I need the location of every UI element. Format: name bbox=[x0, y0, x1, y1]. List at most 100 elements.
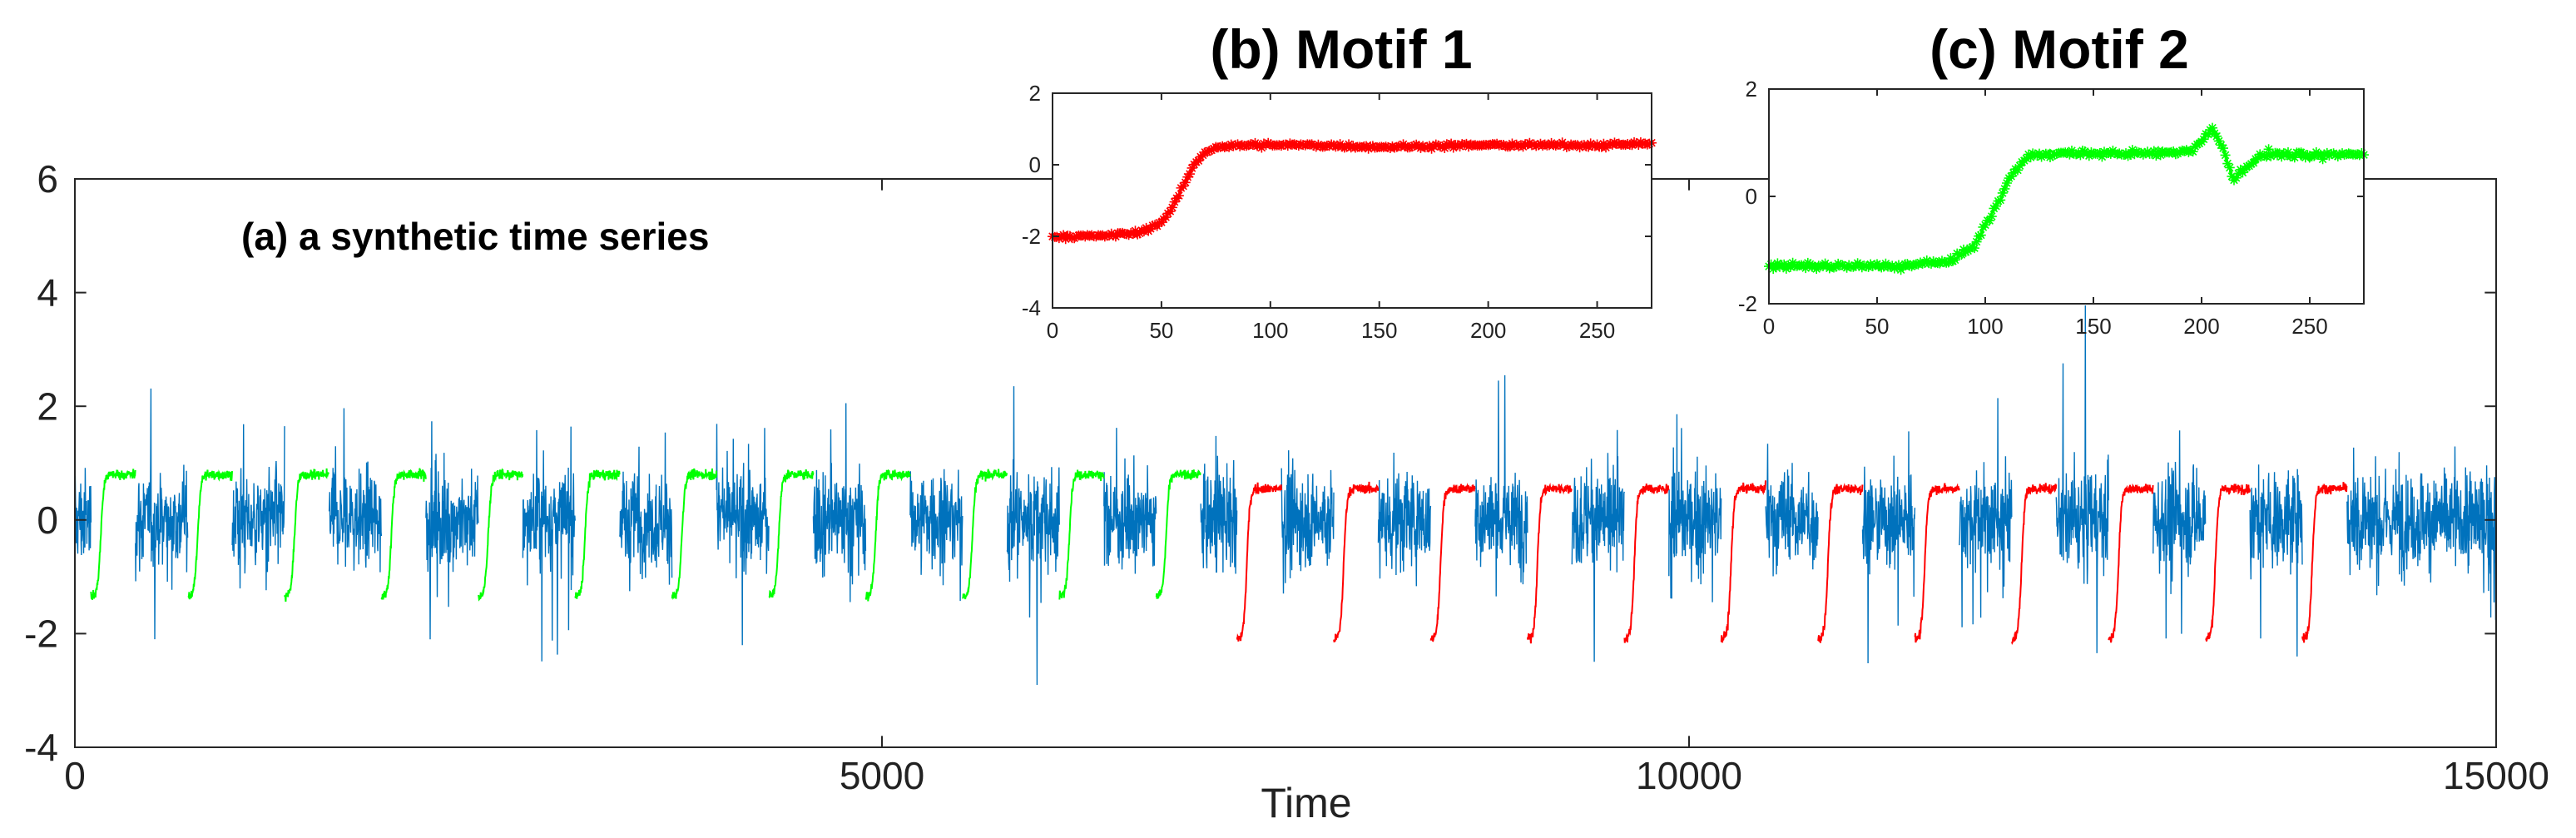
motif2-point bbox=[2071, 149, 2082, 160]
motif1-point bbox=[1459, 139, 1469, 150]
motif2-point bbox=[1993, 196, 2004, 206]
motif1-point bbox=[1130, 226, 1141, 236]
noise-segment bbox=[328, 408, 383, 573]
motif2-point bbox=[2025, 152, 2036, 163]
motif2-point bbox=[2029, 149, 2040, 160]
motif2-point bbox=[2006, 171, 2017, 181]
motif1-point bbox=[1430, 139, 1441, 150]
motif1-plot-area bbox=[1053, 93, 1652, 308]
main-y-tick-label: 6 bbox=[37, 157, 58, 201]
motif2-point bbox=[2220, 150, 2231, 161]
motif2-point bbox=[2047, 151, 2058, 161]
motif2-title: (c) Motif 2 bbox=[1930, 18, 2189, 80]
motif2-x-tick-label: 250 bbox=[2291, 314, 2327, 339]
motif1-point bbox=[1173, 191, 1184, 201]
motif2-point bbox=[2155, 150, 2166, 161]
motif2-point bbox=[2138, 149, 2148, 160]
motif2-point bbox=[2103, 147, 2114, 158]
motif2-occurrence bbox=[864, 469, 911, 602]
motif1-occurrence bbox=[1429, 483, 1476, 642]
motif2-point bbox=[1895, 265, 1906, 275]
motif2-point bbox=[1960, 246, 1971, 257]
motif2-point bbox=[1986, 211, 1997, 222]
motif1-y-tick-label: 2 bbox=[1029, 81, 1041, 106]
motif2-point bbox=[2276, 151, 2287, 162]
motif2-point bbox=[2283, 146, 2293, 157]
motif2-point bbox=[2010, 164, 2021, 175]
motif2-point bbox=[2186, 145, 2196, 156]
motif2-point bbox=[1995, 195, 2006, 206]
motif2-point bbox=[2309, 151, 2320, 161]
motif1-point bbox=[1169, 196, 1180, 207]
motif1-point bbox=[1642, 139, 1652, 150]
motif2-point bbox=[2212, 131, 2222, 141]
motif2-occurrence bbox=[1155, 469, 1201, 599]
motif1-point bbox=[1126, 228, 1137, 239]
motif1-point bbox=[1446, 138, 1457, 149]
motif1-point bbox=[1110, 231, 1121, 242]
motif1-ticks-group: 0 50 100 150 200 250 -4 -2 0 2 bbox=[1022, 81, 1652, 343]
noise-segment bbox=[135, 388, 189, 640]
motif2-point bbox=[2187, 146, 2198, 157]
motif2-point bbox=[2263, 144, 2274, 155]
noise-segment bbox=[909, 469, 964, 602]
motif1-occurrence bbox=[2108, 483, 2154, 643]
noise-segment bbox=[425, 421, 479, 640]
motif2-point bbox=[2078, 146, 2088, 156]
motif1-x-tick-label: 250 bbox=[1579, 318, 1615, 343]
noise-segment bbox=[1765, 444, 1819, 577]
motif1-point bbox=[1099, 231, 1110, 242]
motif1-point bbox=[1201, 146, 1212, 157]
motif2-point bbox=[1949, 255, 1960, 265]
motif1-point bbox=[1550, 140, 1561, 151]
motif1-point bbox=[1390, 142, 1400, 153]
motif1-point bbox=[1060, 234, 1071, 245]
motif1-occurrence bbox=[1914, 483, 1960, 643]
motif2-point bbox=[2213, 136, 2224, 146]
motif1-point bbox=[1326, 139, 1337, 150]
motif2-y-tick-label: 0 bbox=[1746, 184, 1757, 209]
motif1-point bbox=[1152, 221, 1162, 231]
motif2-point bbox=[2051, 148, 2062, 159]
motif2-point bbox=[2028, 148, 2039, 159]
motif2-point bbox=[1870, 260, 1880, 270]
motif1-point bbox=[1246, 139, 1256, 150]
motif2-point bbox=[1917, 258, 1928, 269]
motif1-occurrence bbox=[2301, 482, 2348, 643]
noise-segment bbox=[1571, 429, 1625, 662]
motif2-point bbox=[1905, 260, 1915, 271]
motif1-point bbox=[1117, 227, 1127, 238]
main-x-tick-label: 10000 bbox=[1636, 754, 1742, 797]
motif2-occurrence bbox=[284, 468, 329, 602]
motif1-point bbox=[1344, 139, 1355, 150]
motif2-point bbox=[2224, 162, 2235, 173]
motif2-point bbox=[2231, 172, 2242, 183]
main-x-axis-label: Time bbox=[1261, 780, 1351, 826]
motif1-point bbox=[1150, 220, 1161, 231]
motif2-x-tick-label: 100 bbox=[1967, 314, 2003, 339]
motif1-point bbox=[1108, 230, 1119, 240]
motif2-point bbox=[2114, 148, 2125, 159]
noise-segment bbox=[231, 424, 285, 591]
motif2-point bbox=[2002, 177, 2012, 188]
motif2-inset: (c) Motif 2 0 50 100 150 200 250-202 bbox=[1738, 18, 2369, 339]
motif2-point bbox=[2013, 165, 2023, 176]
motif2-point bbox=[1980, 220, 1990, 231]
motif1-point bbox=[1561, 141, 1572, 152]
main-y-tick-label: -4 bbox=[24, 726, 58, 769]
motif1-x-tick-label: 50 bbox=[1149, 318, 1173, 343]
main-x-tick-label: 5000 bbox=[840, 754, 924, 797]
motif2-point bbox=[2207, 122, 2217, 133]
motif2-point bbox=[2218, 143, 2228, 154]
motif1-point bbox=[1236, 140, 1247, 151]
motif2-point bbox=[2067, 145, 2077, 156]
motif2-point bbox=[1787, 257, 1798, 268]
motif2-point bbox=[1772, 258, 1783, 269]
motif1-point bbox=[1309, 141, 1320, 151]
motif2-x-tick-label: 150 bbox=[2075, 314, 2111, 339]
motif2-point bbox=[2179, 146, 2190, 156]
motif1-axes-box bbox=[1052, 92, 1652, 309]
noise-segment bbox=[1200, 435, 1238, 574]
motif1-point bbox=[1184, 169, 1195, 180]
